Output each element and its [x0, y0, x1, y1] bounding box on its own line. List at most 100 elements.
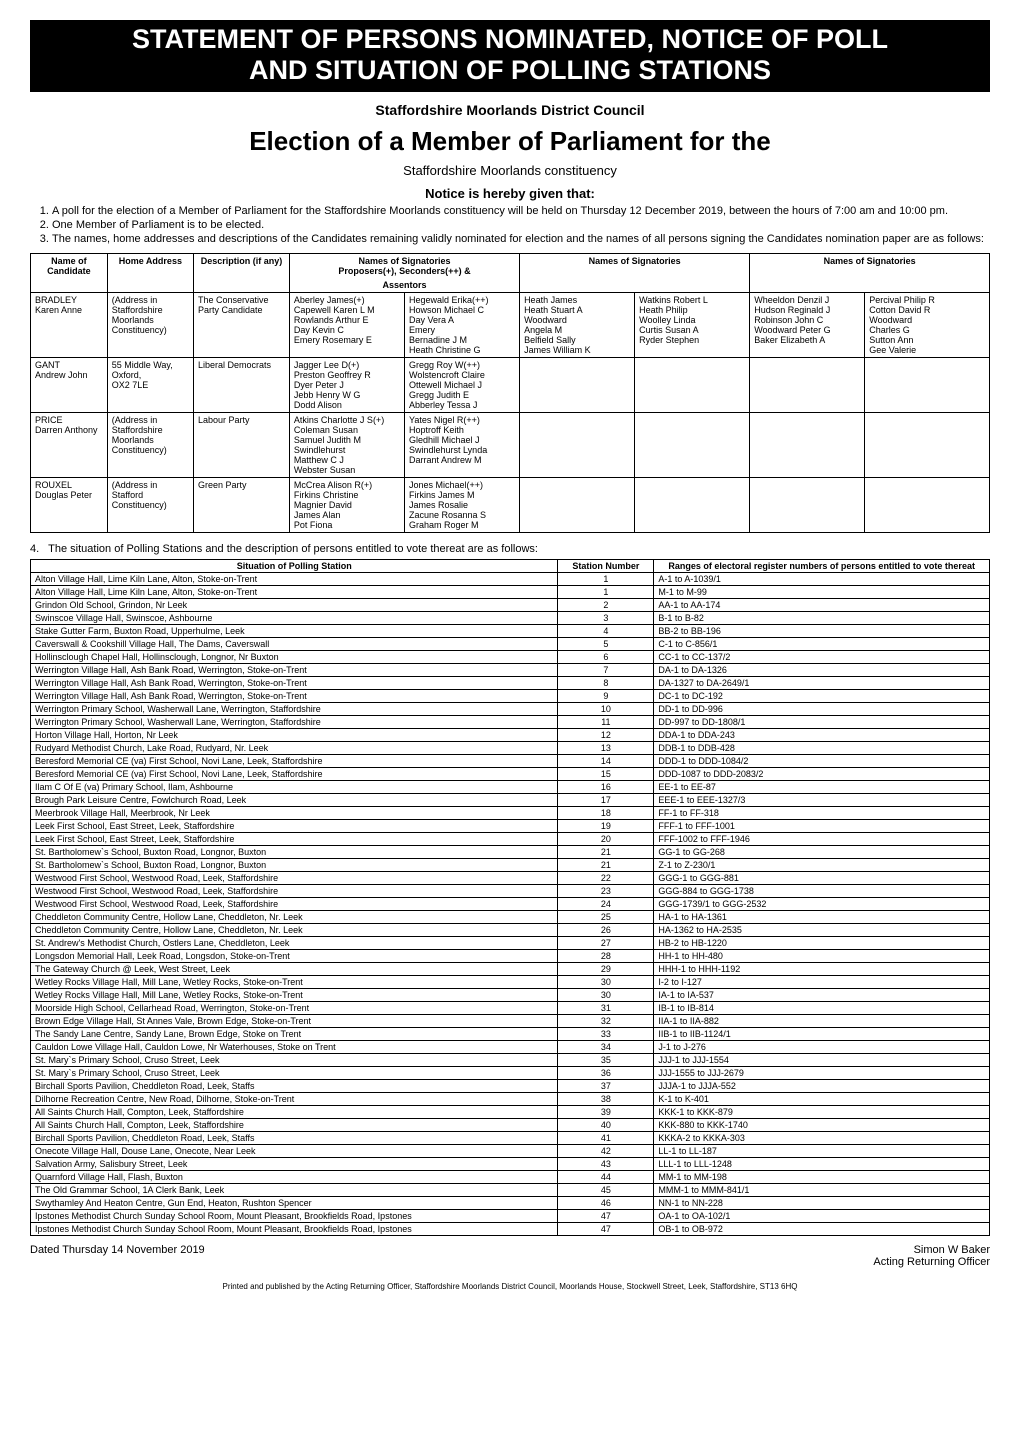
ps-number: 30	[558, 976, 654, 989]
ps-situation: Westwood First School, Westwood Road, Le…	[31, 872, 558, 885]
ps-range: FF-1 to FF-318	[654, 807, 990, 820]
ps-situation: Grindon Old School, Grindon, Nr Leek	[31, 599, 558, 612]
table-row: Swinscoe Village Hall, Swinscoe, Ashbour…	[31, 612, 990, 625]
table-cell: Heath JamesHeath Stuart AWoodwardAngela …	[520, 293, 635, 358]
table-row: The Old Grammar School, 1A Clerk Bank, L…	[31, 1184, 990, 1197]
table-cell	[520, 413, 635, 478]
table-row: BRADLEYKaren Anne(Address inStaffordshir…	[31, 293, 990, 358]
table-row: Longsdon Memorial Hall, Leek Road, Longs…	[31, 950, 990, 963]
table-cell: Green Party	[194, 478, 290, 533]
table-row: Quarnford Village Hall, Flash, Buxton44M…	[31, 1171, 990, 1184]
ps-header-ranges: Ranges of electoral register numbers of …	[654, 560, 990, 573]
cand-header-home: Home Address	[107, 254, 193, 293]
notice-item: One Member of Parliament is to be electe…	[52, 219, 990, 231]
table-cell	[635, 358, 750, 413]
table-row: Ipstones Methodist Church Sunday School …	[31, 1210, 990, 1223]
ps-number: 34	[558, 1041, 654, 1054]
table-cell: (Address inStaffordshireMoorlandsConstit…	[107, 293, 193, 358]
ps-situation: Hollinsclough Chapel Hall, Hollinsclough…	[31, 651, 558, 664]
ps-situation: Westwood First School, Westwood Road, Le…	[31, 898, 558, 911]
ps-range: HHH-1 to HHH-1192	[654, 963, 990, 976]
ps-header-situation: Situation of Polling Station	[31, 560, 558, 573]
table-row: Meerbrook Village Hall, Meerbrook, Nr Le…	[31, 807, 990, 820]
ps-number: 26	[558, 924, 654, 937]
table-cell: Jagger Lee D(+)Preston Geoffrey RDyer Pe…	[289, 358, 404, 413]
election-title: Election of a Member of Parliament for t…	[30, 126, 990, 157]
table-row: Swythamley And Heaton Centre, Gun End, H…	[31, 1197, 990, 1210]
table-row: St. Bartholomew`s School, Buxton Road, L…	[31, 846, 990, 859]
ps-situation: Werrington Primary School, Washerwall La…	[31, 703, 558, 716]
ps-range: FFF-1 to FFF-1001	[654, 820, 990, 833]
ps-number: 47	[558, 1210, 654, 1223]
table-cell: Yates Nigel R(++)Hoptroff KeithGledhill …	[404, 413, 519, 478]
ps-range: Z-1 to Z-230/1	[654, 859, 990, 872]
table-cell: (Address inStaffordConstituency)	[107, 478, 193, 533]
table-cell: Wheeldon Denzil JHudson Reginald JRobins…	[750, 293, 865, 358]
table-cell	[635, 478, 750, 533]
table-row: Wetley Rocks Village Hall, Mill Lane, We…	[31, 989, 990, 1002]
ps-number: 38	[558, 1093, 654, 1106]
ps-range: GGG-1739/1 to GGG-2532	[654, 898, 990, 911]
ps-number: 5	[558, 638, 654, 651]
notice-heading: Notice is hereby given that:	[30, 186, 990, 201]
table-cell: McCrea Alison R(+)Firkins ChristineMagni…	[289, 478, 404, 533]
table-row: Werrington Village Hall, Ash Bank Road, …	[31, 677, 990, 690]
table-cell: Percival Philip RCotton David RWoodwardC…	[865, 293, 990, 358]
ps-situation: Werrington Village Hall, Ash Bank Road, …	[31, 690, 558, 703]
table-row: GANTAndrew John55 Middle Way,Oxford,OX2 …	[31, 358, 990, 413]
table-cell: 55 Middle Way,Oxford,OX2 7LE	[107, 358, 193, 413]
ps-situation: Leek First School, East Street, Leek, St…	[31, 833, 558, 846]
ps-number: 44	[558, 1171, 654, 1184]
ps-situation: All Saints Church Hall, Compton, Leek, S…	[31, 1106, 558, 1119]
table-row: All Saints Church Hall, Compton, Leek, S…	[31, 1119, 990, 1132]
ps-range: BB-2 to BB-196	[654, 625, 990, 638]
table-row: All Saints Church Hall, Compton, Leek, S…	[31, 1106, 990, 1119]
table-cell	[865, 478, 990, 533]
table-row: Beresford Memorial CE (va) First School,…	[31, 755, 990, 768]
ps-situation: Ilam C Of E (va) Primary School, Ilam, A…	[31, 781, 558, 794]
ps-range: GGG-884 to GGG-1738	[654, 885, 990, 898]
ps-situation: All Saints Church Hall, Compton, Leek, S…	[31, 1119, 558, 1132]
table-row: PRICEDarren Anthony(Address inStaffordsh…	[31, 413, 990, 478]
ps-situation: Werrington Village Hall, Ash Bank Road, …	[31, 664, 558, 677]
ps-range: EEE-1 to EEE-1327/3	[654, 794, 990, 807]
table-row: Westwood First School, Westwood Road, Le…	[31, 872, 990, 885]
table-row: Wetley Rocks Village Hall, Mill Lane, We…	[31, 976, 990, 989]
table-cell: ROUXELDouglas Peter	[31, 478, 108, 533]
table-cell	[750, 413, 865, 478]
title-banner: STATEMENT OF PERSONS NOMINATED, NOTICE O…	[30, 20, 990, 92]
table-row: Dilhorne Recreation Centre, New Road, Di…	[31, 1093, 990, 1106]
ps-situation: Leek First School, East Street, Leek, St…	[31, 820, 558, 833]
ps-range: I-2 to I-127	[654, 976, 990, 989]
ps-situation: Onecote Village Hall, Douse Lane, Onecot…	[31, 1145, 558, 1158]
ps-situation: Alton Village Hall, Lime Kiln Lane, Alto…	[31, 573, 558, 586]
table-cell: Aberley James(+)Capewell Karen L MRowlan…	[289, 293, 404, 358]
ps-situation: Swythamley And Heaton Centre, Gun End, H…	[31, 1197, 558, 1210]
ps-situation: Horton Village Hall, Horton, Nr Leek	[31, 729, 558, 742]
cand-header-sig-2: Names of Signatories	[520, 254, 750, 293]
ps-range: EE-1 to EE-87	[654, 781, 990, 794]
footer-officer-name: Simon W Baker	[873, 1244, 990, 1256]
ps-number: 25	[558, 911, 654, 924]
table-cell: Liberal Democrats	[194, 358, 290, 413]
table-cell: GANTAndrew John	[31, 358, 108, 413]
table-cell: Jones Michael(++)Firkins James MJames Ro…	[404, 478, 519, 533]
ps-situation: Caverswall & Cookshill Village Hall, The…	[31, 638, 558, 651]
ps-range: DDA-1 to DDA-243	[654, 729, 990, 742]
table-row: Rudyard Methodist Church, Lake Road, Rud…	[31, 742, 990, 755]
ps-number: 24	[558, 898, 654, 911]
ps-situation: Cheddleton Community Centre, Hollow Lane…	[31, 924, 558, 937]
table-row: Moorside High School, Cellarhead Road, W…	[31, 1002, 990, 1015]
table-row: Grindon Old School, Grindon, Nr Leek2AA-…	[31, 599, 990, 612]
notice-list: A poll for the election of a Member of P…	[30, 205, 990, 245]
ps-situation: Moorside High School, Cellarhead Road, W…	[31, 1002, 558, 1015]
ps-situation: Wetley Rocks Village Hall, Mill Lane, We…	[31, 989, 558, 1002]
ps-number: 1	[558, 573, 654, 586]
table-row: The Sandy Lane Centre, Sandy Lane, Brown…	[31, 1028, 990, 1041]
ps-number: 40	[558, 1119, 654, 1132]
ps-situation: Ipstones Methodist Church Sunday School …	[31, 1210, 558, 1223]
ps-range: KKKA-2 to KKKA-303	[654, 1132, 990, 1145]
table-row: St. Andrew's Methodist Church, Ostlers L…	[31, 937, 990, 950]
ps-situation: St. Mary`s Primary School, Cruso Street,…	[31, 1054, 558, 1067]
table-cell: Gregg Roy W(++)Wolstencroft ClaireOttewe…	[404, 358, 519, 413]
